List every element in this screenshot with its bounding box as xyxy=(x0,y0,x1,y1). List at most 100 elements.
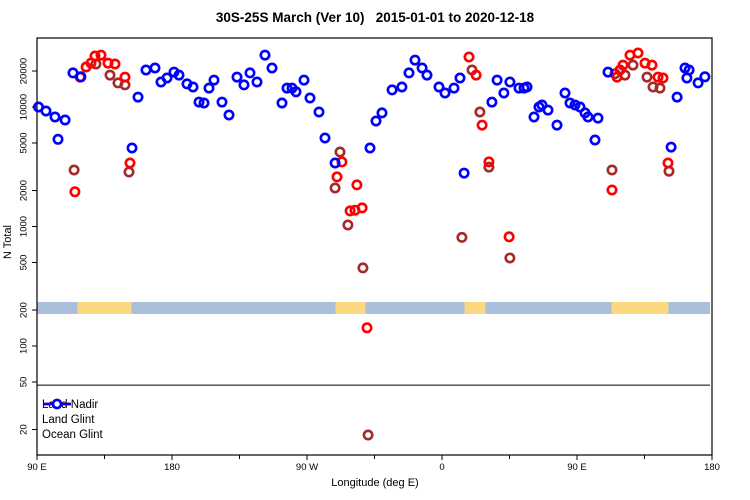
data-point-ocean-glint xyxy=(193,96,205,108)
data-point-land-glint xyxy=(69,186,81,198)
land-band-segment xyxy=(335,302,366,314)
data-point-land-nadir xyxy=(654,82,666,94)
legend-item-land-glint: Land Glint xyxy=(42,398,103,428)
data-point-ocean-glint xyxy=(40,105,52,117)
data-point-ocean-glint xyxy=(244,67,256,79)
data-point-ocean-glint xyxy=(251,76,263,88)
chart-title: 30S-25S March (Ver 10) 2015-01-01 to 202… xyxy=(215,10,535,25)
x-tick-label: 90 W xyxy=(296,462,318,473)
data-point-ocean-glint xyxy=(364,142,376,154)
legend-item-ocean-glint: Ocean Glint xyxy=(42,398,103,443)
data-point-land-nadir xyxy=(627,59,639,71)
data-point-land-glint xyxy=(351,179,363,191)
data-point-ocean-glint xyxy=(173,69,185,81)
data-point-land-nadir xyxy=(68,164,80,176)
data-point-land-glint xyxy=(632,47,644,59)
x-tick-label: 180 xyxy=(164,462,180,473)
y-tick-label: 10000 xyxy=(19,94,30,120)
data-point-land-glint xyxy=(119,71,131,83)
data-point-ocean-glint xyxy=(403,67,415,79)
data-point-land-glint xyxy=(89,50,101,62)
ocean-glint-marker-icon xyxy=(43,398,71,410)
data-point-land-glint xyxy=(470,69,482,81)
land-band-segment xyxy=(77,302,132,314)
data-point-ocean-glint xyxy=(665,141,677,153)
data-point-land-nadir xyxy=(456,231,468,243)
data-point-ocean-glint xyxy=(313,106,325,118)
data-point-land-glint xyxy=(617,59,629,71)
data-point-ocean-glint xyxy=(370,115,382,127)
data-point-land-glint xyxy=(503,231,515,243)
x-tick-label: 180 xyxy=(704,462,720,473)
data-point-land-glint xyxy=(95,49,107,61)
data-point-land-nadir xyxy=(334,146,346,158)
data-point-ocean-glint xyxy=(448,82,460,94)
data-point-ocean-glint xyxy=(582,111,594,123)
y-tick-label: 100 xyxy=(19,338,30,354)
data-point-ocean-glint xyxy=(551,119,563,131)
data-point-ocean-glint xyxy=(376,107,388,119)
data-point-land-glint xyxy=(606,184,618,196)
data-point-ocean-glint xyxy=(433,81,445,93)
data-point-ocean-glint xyxy=(216,96,228,108)
land-band-segment xyxy=(611,302,669,314)
data-point-ocean-glint xyxy=(589,134,601,146)
data-point-land-nadir xyxy=(342,219,354,231)
data-point-ocean-glint xyxy=(671,91,683,103)
data-point-land-glint xyxy=(356,202,368,214)
data-point-ocean-glint xyxy=(504,76,516,88)
data-point-land-glint xyxy=(344,205,356,217)
y-axis-title: N Total xyxy=(2,224,14,260)
x-tick-label: 90 E xyxy=(567,462,587,473)
data-point-ocean-glint xyxy=(223,109,235,121)
data-point-land-glint xyxy=(336,156,348,168)
legend-circle xyxy=(51,398,63,410)
data-point-ocean-glint xyxy=(409,54,421,66)
y-tick-label: 5000 xyxy=(19,132,30,153)
data-point-ocean-glint xyxy=(498,87,510,99)
data-point-ocean-glint xyxy=(238,79,250,91)
data-point-ocean-glint xyxy=(198,97,210,109)
land-band-segment xyxy=(464,302,486,314)
y-tick-label: 1000 xyxy=(19,216,30,237)
data-point-ocean-glint xyxy=(319,132,331,144)
data-point-ocean-glint xyxy=(329,157,341,169)
legend-label: Land Glint xyxy=(42,414,95,426)
data-point-ocean-glint xyxy=(259,49,271,61)
data-point-ocean-glint xyxy=(276,97,288,109)
data-point-ocean-glint xyxy=(126,142,138,154)
data-point-land-glint xyxy=(652,71,664,83)
y-tick-label: 20000 xyxy=(19,58,30,84)
y-tick-label: 50 xyxy=(19,377,30,388)
y-tick-label: 2000 xyxy=(19,180,30,201)
data-point-ocean-glint xyxy=(521,81,533,93)
data-point-ocean-glint xyxy=(699,71,711,83)
data-point-ocean-glint xyxy=(203,82,215,94)
data-point-land-nadir xyxy=(123,166,135,178)
data-point-ocean-glint xyxy=(439,87,451,99)
data-point-ocean-glint xyxy=(140,64,152,76)
data-point-land-nadir xyxy=(606,164,618,176)
data-point-land-glint xyxy=(463,51,475,63)
data-point-land-nadir xyxy=(362,429,374,441)
data-point-ocean-glint xyxy=(396,81,408,93)
data-point-ocean-glint xyxy=(161,72,173,84)
data-point-ocean-glint xyxy=(266,62,278,74)
data-point-ocean-glint xyxy=(49,111,61,123)
y-tick-label: 500 xyxy=(19,255,30,271)
y-tick-label: 20 xyxy=(19,424,30,435)
data-point-land-glint xyxy=(331,171,343,183)
data-point-land-nadir xyxy=(504,252,516,264)
data-point-ocean-glint xyxy=(231,71,243,83)
data-point-ocean-glint xyxy=(592,112,604,124)
data-point-land-nadir xyxy=(104,69,116,81)
data-point-land-glint xyxy=(361,322,373,334)
data-point-ocean-glint xyxy=(542,104,554,116)
data-point-ocean-glint xyxy=(491,74,503,86)
data-point-ocean-glint xyxy=(416,62,428,74)
data-point-land-glint xyxy=(124,157,136,169)
legend: Land Nadir Land Glint Ocean Glint xyxy=(42,398,103,443)
x-tick-label: 0 xyxy=(439,462,444,473)
